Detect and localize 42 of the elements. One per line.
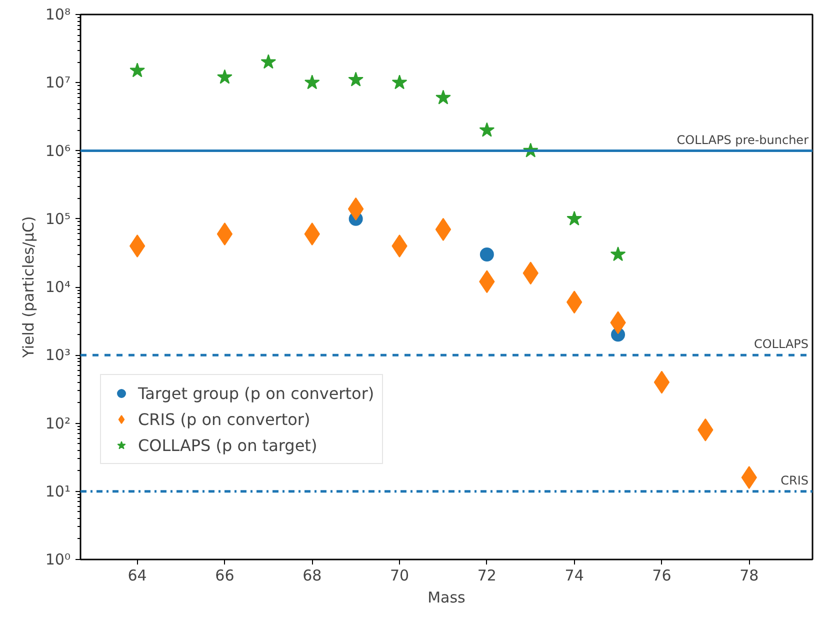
y-tick-label: 10³ — [45, 346, 71, 364]
point — [216, 222, 233, 246]
y-tick-label: 10⁵ — [45, 210, 71, 228]
x-tick-label: 78 — [740, 566, 759, 584]
point — [348, 197, 364, 220]
y-axis-title: Yield (particles/μC) — [19, 216, 38, 359]
x-tick-label: 74 — [564, 566, 584, 584]
y-tick-label: 10⁶ — [45, 142, 71, 160]
y-tick-label: 10⁴ — [45, 278, 71, 296]
x-tick-label: 76 — [652, 566, 672, 584]
point — [304, 74, 320, 90]
point — [610, 246, 626, 262]
point — [566, 210, 582, 226]
ref-line-label: COLLAPS pre-buncher — [676, 132, 809, 147]
x-axis-title: Mass — [428, 588, 466, 606]
y-tick-label: 10² — [45, 414, 71, 432]
legend-label: Target group (p on convertor) — [138, 384, 374, 402]
point — [566, 290, 582, 314]
x-tick-label: 66 — [215, 566, 234, 584]
point — [348, 72, 364, 86]
legend-label: CRIS (p on convertor) — [138, 410, 310, 428]
point — [392, 74, 408, 90]
x-tick-label: 68 — [302, 566, 322, 584]
x-tick-label: 70 — [390, 566, 410, 584]
y-tick-label: 10¹ — [45, 482, 71, 500]
ref-line-label: CRIS — [780, 473, 808, 488]
legend-label: COLLAPS (p on target) — [138, 436, 318, 454]
point — [480, 248, 494, 262]
point — [654, 370, 670, 394]
point — [436, 90, 451, 104]
y-tick-label: 10⁸ — [45, 6, 71, 24]
point — [130, 62, 145, 78]
x-tick-label: 64 — [128, 566, 147, 584]
point — [479, 122, 495, 137]
point — [129, 234, 146, 258]
point — [260, 54, 276, 69]
point — [435, 218, 452, 241]
x-tick-label: 72 — [477, 566, 496, 584]
y-tick-label: 10⁰ — [45, 550, 71, 568]
ref-line-label: COLLAPS — [754, 337, 809, 352]
y-tick-label: 10⁷ — [45, 74, 71, 92]
point — [217, 69, 232, 84]
